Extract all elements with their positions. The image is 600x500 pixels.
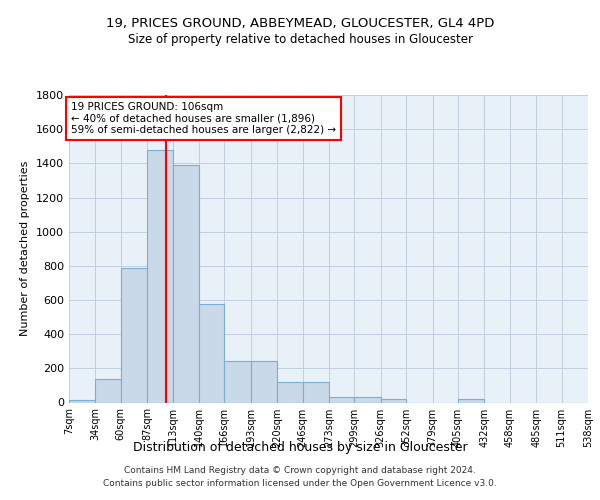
Bar	[329, 396, 355, 402]
Bar	[224, 360, 251, 403]
Bar	[199, 304, 224, 402]
Bar	[302, 382, 329, 402]
Bar	[458, 399, 484, 402]
Bar	[381, 399, 406, 402]
Bar	[277, 382, 302, 402]
Text: Size of property relative to detached houses in Gloucester: Size of property relative to detached ho…	[128, 32, 473, 46]
Text: 19, PRICES GROUND, ABBEYMEAD, GLOUCESTER, GL4 4PD: 19, PRICES GROUND, ABBEYMEAD, GLOUCESTER…	[106, 18, 494, 30]
Text: 19 PRICES GROUND: 106sqm
← 40% of detached houses are smaller (1,896)
59% of sem: 19 PRICES GROUND: 106sqm ← 40% of detach…	[71, 102, 336, 135]
Bar	[147, 150, 173, 402]
Y-axis label: Number of detached properties: Number of detached properties	[20, 161, 31, 336]
Bar	[173, 165, 199, 402]
Bar	[355, 398, 381, 402]
Bar	[95, 380, 121, 402]
Bar	[69, 400, 95, 402]
Bar	[251, 360, 277, 403]
Text: Contains HM Land Registry data © Crown copyright and database right 2024.
Contai: Contains HM Land Registry data © Crown c…	[103, 466, 497, 487]
Bar	[121, 268, 147, 402]
Text: Distribution of detached houses by size in Gloucester: Distribution of detached houses by size …	[133, 441, 467, 454]
